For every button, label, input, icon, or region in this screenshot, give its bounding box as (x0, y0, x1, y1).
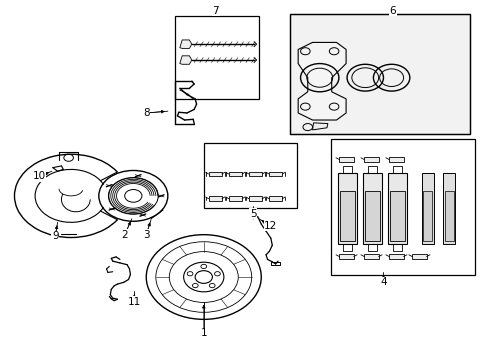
Bar (342, 166, 351, 173)
Text: 10: 10 (33, 171, 46, 181)
Bar (330, 139, 473, 275)
Bar (248, 196, 262, 201)
Bar (389, 191, 404, 241)
Bar (443, 173, 454, 243)
Bar (364, 254, 378, 259)
Bar (388, 254, 403, 259)
Text: 11: 11 (127, 297, 141, 307)
Bar (364, 157, 378, 162)
Bar (289, 14, 469, 134)
Bar (228, 171, 242, 176)
Bar (388, 157, 403, 162)
Bar (367, 166, 376, 173)
Bar (392, 243, 401, 251)
Bar (208, 196, 222, 201)
Polygon shape (180, 56, 191, 64)
Text: 5: 5 (249, 208, 256, 219)
Text: 6: 6 (389, 6, 396, 15)
Bar (342, 243, 351, 251)
Bar (248, 171, 262, 176)
Text: 4: 4 (379, 277, 386, 287)
Text: 7: 7 (212, 6, 219, 15)
Text: 12: 12 (264, 221, 277, 231)
Text: 2: 2 (121, 230, 128, 240)
Bar (268, 196, 282, 201)
Bar (268, 171, 282, 176)
Bar (175, 16, 258, 99)
Bar (289, 14, 469, 134)
Polygon shape (180, 40, 191, 48)
Bar (392, 166, 401, 173)
Bar (421, 173, 433, 243)
Bar (339, 254, 353, 259)
Bar (208, 171, 222, 176)
Bar (339, 191, 354, 241)
Bar (423, 191, 431, 241)
Bar (364, 191, 379, 241)
Bar (339, 157, 353, 162)
Bar (362, 173, 381, 243)
Polygon shape (298, 42, 346, 120)
Bar (203, 143, 297, 208)
Text: 9: 9 (52, 231, 59, 242)
Bar (228, 196, 242, 201)
Text: 8: 8 (142, 108, 149, 118)
Bar (387, 173, 406, 243)
Text: 1: 1 (200, 328, 206, 338)
Bar (337, 173, 356, 243)
Polygon shape (312, 123, 327, 130)
Bar (411, 254, 426, 259)
Bar (271, 262, 280, 265)
Text: 3: 3 (142, 230, 149, 240)
Bar (444, 191, 453, 241)
Bar (367, 243, 376, 251)
